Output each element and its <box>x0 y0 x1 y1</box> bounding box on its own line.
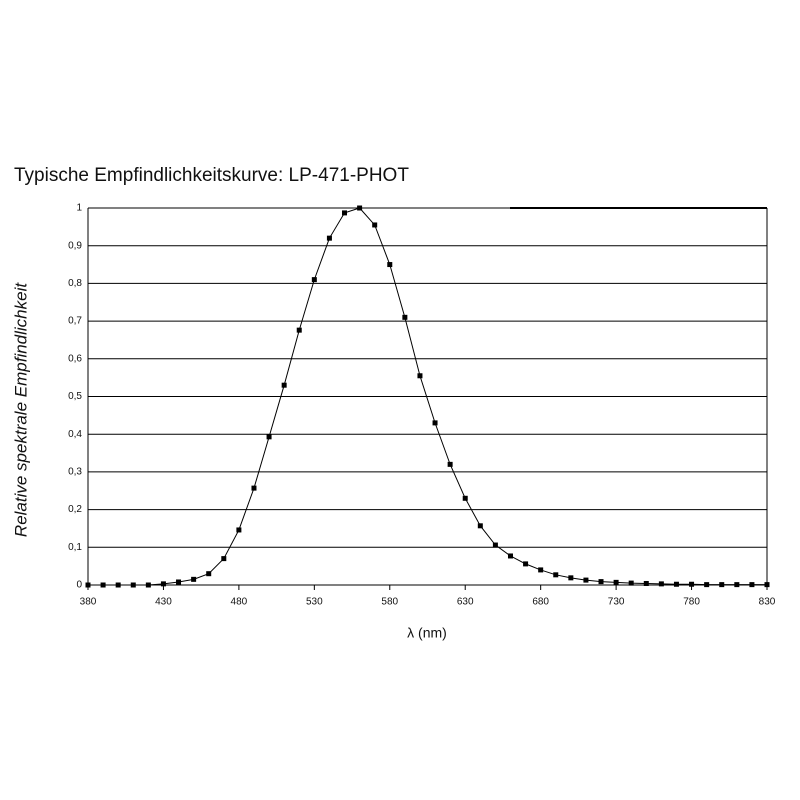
marker <box>523 561 529 567</box>
x-tick-label: 580 <box>381 597 398 608</box>
marker <box>387 262 393 268</box>
marker <box>553 572 559 578</box>
marker <box>719 582 725 588</box>
marker <box>160 581 166 587</box>
marker <box>266 434 272 440</box>
marker <box>689 581 695 587</box>
marker <box>176 579 182 585</box>
line <box>88 207 767 586</box>
x-tick-label: 480 <box>231 597 248 608</box>
marker <box>432 420 438 426</box>
marker <box>251 485 257 491</box>
marker <box>704 582 710 588</box>
y-tick-label: 0,6 <box>68 353 82 364</box>
x-tick-label: 430 <box>155 597 172 608</box>
marker <box>507 553 513 559</box>
marker <box>764 582 770 588</box>
x-tick-label: 680 <box>532 597 549 608</box>
marker <box>191 576 197 582</box>
marker <box>296 327 302 333</box>
marker <box>236 527 242 533</box>
marker <box>598 579 604 585</box>
y-tick-label: 0,4 <box>68 429 82 440</box>
y-tick-label: 0,8 <box>68 278 82 289</box>
marker <box>447 461 453 467</box>
marker <box>643 580 649 586</box>
y-tick-label: 0,1 <box>68 542 82 553</box>
marker <box>281 382 287 388</box>
y-tick-label: 0,5 <box>68 391 82 402</box>
marker <box>568 575 574 581</box>
marker <box>628 580 634 586</box>
marker <box>326 235 332 241</box>
chart-title: Typische Empfindlichkeitskurve: LP-471-P… <box>14 165 409 186</box>
marker <box>734 582 740 588</box>
marker <box>357 205 363 211</box>
marker <box>462 495 468 501</box>
marker <box>749 582 755 588</box>
y-tick-label: 0,9 <box>68 240 82 251</box>
y-axis-label: Relative spektrale Empfindlichkeit <box>11 282 30 537</box>
marker <box>221 556 227 562</box>
y-tick-label: 0,3 <box>68 467 82 478</box>
y-tick-label: 0,7 <box>68 316 82 327</box>
marker <box>477 523 483 529</box>
marker <box>417 373 423 379</box>
y-tick-label: 0 <box>76 580 82 591</box>
marker <box>538 567 544 573</box>
marker <box>311 277 317 283</box>
x-tick-label: 630 <box>457 597 474 608</box>
marker <box>85 582 91 588</box>
marker <box>130 582 136 588</box>
marker <box>658 581 664 587</box>
x-axis-label: λ (nm) <box>407 625 447 641</box>
marker <box>583 577 589 583</box>
marker <box>206 571 212 577</box>
marker <box>115 582 121 588</box>
y-tick-label: 0,2 <box>68 504 82 515</box>
marker <box>492 542 498 548</box>
x-tick-label: 730 <box>608 597 625 608</box>
x-tick-label: 530 <box>306 597 323 608</box>
x-tick-label: 780 <box>683 597 700 608</box>
x-tick-label: 380 <box>80 597 97 608</box>
marker <box>613 579 619 585</box>
marker <box>145 582 151 588</box>
y-tick-label: 1 <box>76 203 82 214</box>
marker <box>673 581 679 587</box>
marker <box>402 314 408 320</box>
marker <box>372 222 378 228</box>
marker <box>342 210 348 216</box>
marker <box>100 582 106 588</box>
x-tick-label: 830 <box>759 597 776 608</box>
